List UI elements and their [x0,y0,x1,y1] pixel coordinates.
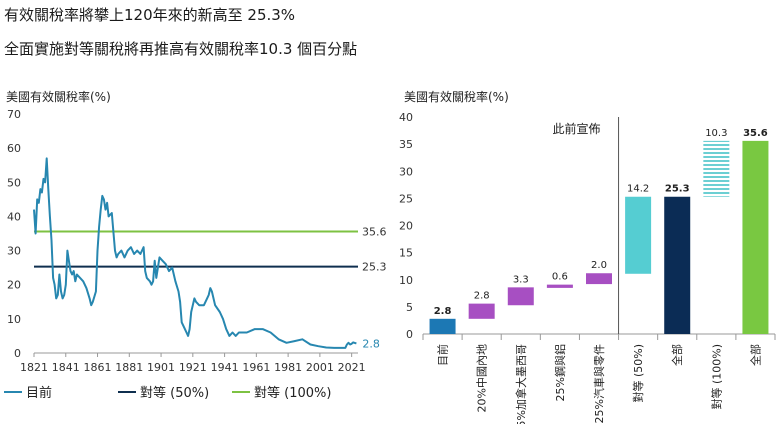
bar [625,196,652,274]
y-tick-label: 10 [7,313,21,326]
x-tick-label: 2021 [338,361,366,374]
x-category-label: 25%鋼與鋁 [553,344,567,401]
bar [429,318,456,334]
x-tick-label: 1981 [274,361,302,374]
y-tick-label: 0 [14,347,21,360]
x-category-label: 25%加拿大墨西哥 [514,344,528,424]
x-category-label: 對等 (100%) [709,344,723,410]
reciprocal-50-label: 25.3 [362,261,387,274]
annotation-label: 此前宣佈 [553,121,601,136]
x-category-label: 25%汽車與零件 [592,344,606,423]
bar [586,273,612,285]
x-category-label: 20%中國內地 [476,344,489,412]
bar [507,287,534,306]
bar-value-label: 14.2 [627,184,649,195]
x-category-label: 全部 [670,344,684,366]
x-category-label: 對等 (50%) [631,344,645,403]
page-title: 有效關稅率將攀上120年來的新高至 25.3% [4,6,296,24]
bar-value-label: 25.3 [665,184,690,195]
bar-value-label: 2.0 [591,260,607,271]
bar-value-label: 3.3 [513,274,529,285]
legend-label: 對等 (50%) [140,385,209,401]
y-tick-label: 30 [399,165,413,178]
line-chart-ylabel: 美國有效關稅率(%) [6,89,111,104]
y-tick-label: 30 [7,245,21,258]
y-tick-label: 70 [7,108,21,121]
bar [664,196,691,334]
y-tick-label: 5 [406,301,413,314]
end-value-label: 2.8 [362,337,380,350]
x-tick-label: 1881 [115,361,143,374]
y-tick-label: 20 [399,220,413,233]
x-tick-label: 1961 [242,361,270,374]
bar [546,284,573,288]
bar-value-label: 35.6 [743,128,768,139]
page-subtitle: 全面實施對等關稅將再推高有效關稅率10.3 個百分點 [4,40,358,58]
bar-chart-ylabel: 美國有效關稅率(%) [404,89,509,104]
y-tick-label: 60 [7,142,21,155]
waterfall-chart: 美國有效關稅率(%) 0 5 10 15 20 25 30 35 40 此前宣佈 2.8 目前 2.8 20… [399,89,776,424]
x-tick-label: 1821 [20,361,48,374]
y-tick-label: 50 [7,176,21,189]
bar [468,303,495,319]
full-reciprocal-label: 35.6 [362,225,387,238]
y-tick-label: 10 [399,274,413,287]
x-category-label: 目前 [436,344,450,366]
y-tick-label: 35 [399,138,413,151]
y-tick-label: 20 [7,279,21,292]
y-tick-label: 25 [399,192,413,205]
x-tick-label: 1861 [84,361,112,374]
bar [703,140,730,197]
bar-value-label: 2.8 [434,306,452,317]
bar-value-label: 10.3 [705,128,727,139]
x-tick-label: 1941 [211,361,239,374]
legend-label: 目前 [26,385,52,401]
x-tick-label: 1921 [179,361,207,374]
bar-value-label: 2.8 [474,291,490,302]
y-tick-label: 15 [399,247,413,260]
bar [742,140,769,334]
y-tick-label: 40 [399,111,413,124]
x-tick-label: 1901 [147,361,175,374]
x-tick-label: 1841 [52,361,80,374]
line-chart: 美國有效關稅率(%) 0 10 20 30 40 50 60 70 1821 1841 1861 188… [4,89,387,401]
y-tick-label: 0 [406,328,413,341]
legend-label: 對等 (100%) [254,385,331,401]
bar-value-label: 0.6 [552,272,568,283]
history-series-line [33,157,357,349]
y-tick-label: 40 [7,210,21,223]
x-category-label: 全部 [748,344,762,366]
x-tick-label: 2001 [306,361,334,374]
